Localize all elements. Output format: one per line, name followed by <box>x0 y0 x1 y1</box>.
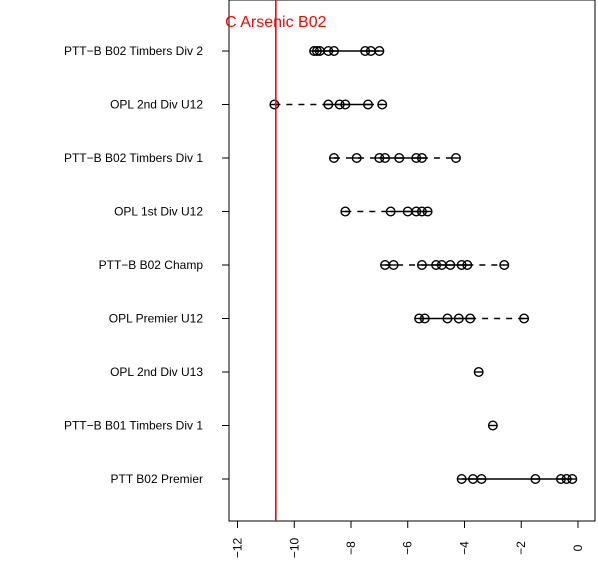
row: PTT−B B02 Timbers Div 2 <box>64 44 385 58</box>
row: OPL 1st Div U12 <box>114 205 433 219</box>
plot-frame <box>228 0 596 522</box>
x-axis: −12 −10 −8 −6 −4 −2 0 <box>231 520 585 558</box>
row-label: PTT−B B02 Timbers Div 2 <box>64 44 203 58</box>
row-label: OPL Premier U12 <box>109 312 204 326</box>
row: OPL 2nd Div U12 <box>110 98 388 112</box>
row: PTT−B B02 Timbers Div 1 <box>64 151 461 165</box>
row-label: PTT−B B01 Timbers Div 1 <box>64 419 203 433</box>
x-tick-label: −10 <box>287 537 301 558</box>
row-label: PTT−B B02 Timbers Div 1 <box>64 151 203 165</box>
row: OPL 2nd Div U13 <box>110 365 484 379</box>
row: PTT−B B02 Champ <box>99 258 510 272</box>
x-tick-label: −2 <box>514 541 528 555</box>
x-tick-label: −6 <box>401 541 415 555</box>
row-label: OPL 2nd Div U12 <box>110 98 203 112</box>
row-label: PTT B02 Premier <box>111 472 203 486</box>
reference-label: C Arsenic B02 <box>225 14 326 31</box>
x-tick-label: 0 <box>571 544 585 551</box>
x-tick-label: −4 <box>457 541 471 555</box>
x-tick-label: −12 <box>231 537 245 558</box>
x-tick-label: −8 <box>344 541 358 555</box>
row-label: OPL 2nd Div U13 <box>110 365 203 379</box>
row: PTT−B B01 Timbers Div 1 <box>64 419 498 433</box>
row-label: OPL 1st Div U12 <box>114 205 203 219</box>
row: OPL Premier U12 <box>109 312 530 326</box>
row: PTT B02 Premier <box>111 472 578 486</box>
row-label: PTT−B B02 Champ <box>99 258 204 272</box>
plot-rows: PTT−B B02 Timbers Div 2 OPL 2nd Div U12 PT… <box>64 44 578 486</box>
